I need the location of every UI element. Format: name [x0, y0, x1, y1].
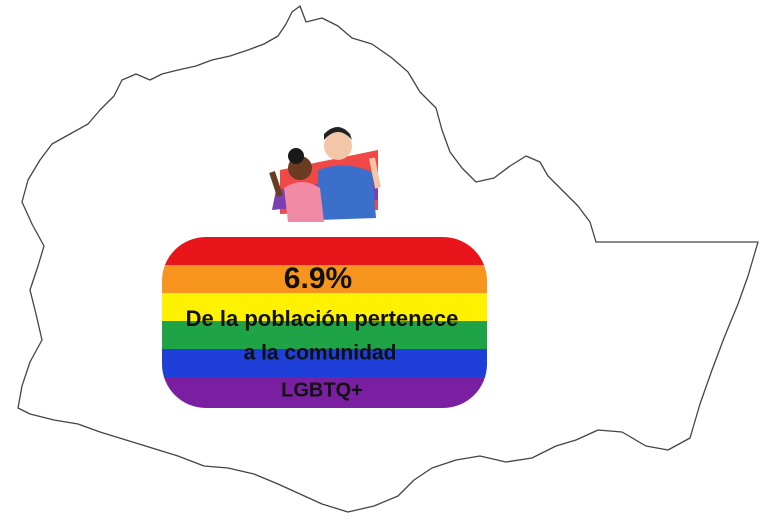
stat-text: De la población pertenece: [186, 306, 459, 331]
rainbow-badge: [162, 237, 487, 408]
stat-text: LGBTQ+: [281, 379, 363, 401]
stat-value: 6.9%: [284, 262, 352, 295]
stat-text: a la comunidad: [244, 342, 397, 365]
people-illustration: [269, 127, 381, 222]
